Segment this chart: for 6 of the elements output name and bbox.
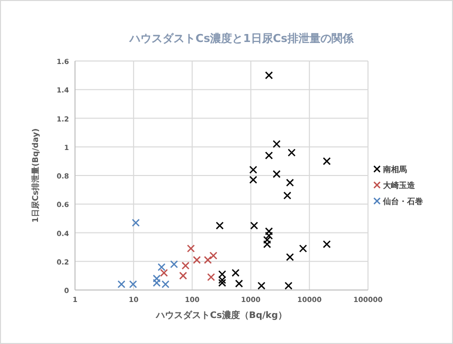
- legend-label: 南相馬: [382, 165, 407, 174]
- y-axis-title: 1日尿Cs排泄量(Bq/day): [31, 128, 40, 223]
- x-axis-title: ハウスダストCs濃度（Bq/kg）: [155, 310, 287, 321]
- chart-title: ハウスダストCs濃度と1日尿Cs排泄量の関係: [128, 32, 354, 45]
- legend-label: 大崎玉造: [383, 181, 416, 190]
- legend-label: 仙台・石巻: [382, 197, 423, 206]
